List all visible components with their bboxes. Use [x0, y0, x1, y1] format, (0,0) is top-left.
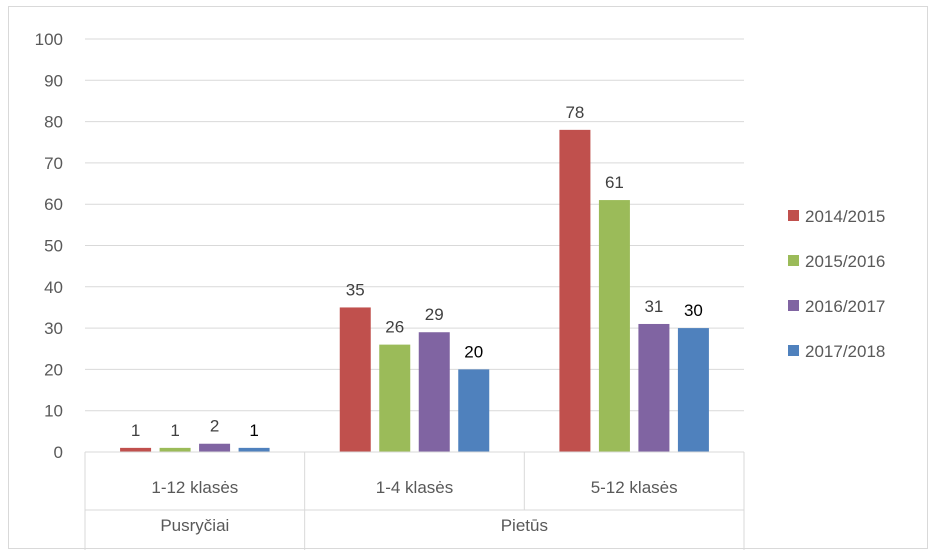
legend-label: 2017/2018: [805, 342, 885, 361]
group-label: Pietūs: [501, 516, 548, 535]
y-tick-label: 50: [44, 237, 63, 256]
legend-label: 2015/2016: [805, 252, 885, 271]
y-tick-label: 10: [44, 402, 63, 421]
x-axis: 1-12 klasės 1-4 klasės 5-12 klasės Pusryčia…: [84, 451, 745, 550]
legend-swatch: [788, 300, 799, 311]
chart-frame: [8, 6, 928, 549]
data-label: 35: [346, 280, 365, 299]
data-label: 1: [249, 421, 258, 440]
y-axis-tick-labels: 0 10 20 30 40 50 60 70 80 90 100: [35, 30, 63, 462]
data-label: 26: [385, 318, 404, 337]
data-label: 61: [605, 173, 624, 192]
bar: [458, 369, 490, 452]
bar: [379, 344, 411, 452]
group-label: Pusryčiai: [160, 516, 229, 535]
data-label: 31: [644, 297, 663, 316]
legend-swatch: [788, 255, 799, 266]
data-label: 78: [565, 103, 584, 122]
category-label: 1-12 klasės: [151, 478, 238, 497]
data-label: 2: [210, 417, 219, 436]
category-label: 1-4 klasės: [376, 478, 453, 497]
y-tick-label: 100: [35, 30, 63, 49]
bar: [559, 129, 591, 453]
bar: [199, 443, 231, 452]
category-label: 5-12 klasės: [591, 478, 678, 497]
legend-label: 2016/2017: [805, 297, 885, 316]
data-labels: 1 35 78 1 26 61 2 29 31 1 20 30: [131, 103, 703, 440]
bar: [159, 447, 191, 452]
y-tick-label: 60: [44, 195, 63, 214]
legend-swatch: [788, 345, 799, 356]
bar: [677, 328, 709, 452]
legend: 2014/2015 2015/2016 2016/2017 2017/2018: [788, 207, 885, 361]
bar: [339, 307, 371, 452]
bar: [638, 323, 670, 452]
gridlines: [85, 38, 744, 412]
bar: [598, 200, 630, 452]
data-label: 1: [131, 421, 140, 440]
y-tick-label: 70: [44, 154, 63, 173]
y-tick-label: 20: [44, 360, 63, 379]
y-tick-label: 80: [44, 113, 63, 132]
bar: [418, 332, 450, 452]
y-tick-label: 40: [44, 278, 63, 297]
y-tick-label: 30: [44, 319, 63, 338]
y-tick-label: 0: [54, 443, 63, 462]
bar: [238, 447, 270, 452]
bars: [120, 129, 709, 453]
legend-label: 2014/2015: [805, 207, 885, 226]
data-label: 1: [170, 421, 179, 440]
bar: [120, 447, 152, 452]
y-tick-label: 90: [44, 71, 63, 90]
data-label: 30: [684, 301, 703, 320]
data-label: 20: [464, 342, 483, 361]
data-label: 29: [425, 305, 444, 324]
legend-swatch: [788, 210, 799, 221]
